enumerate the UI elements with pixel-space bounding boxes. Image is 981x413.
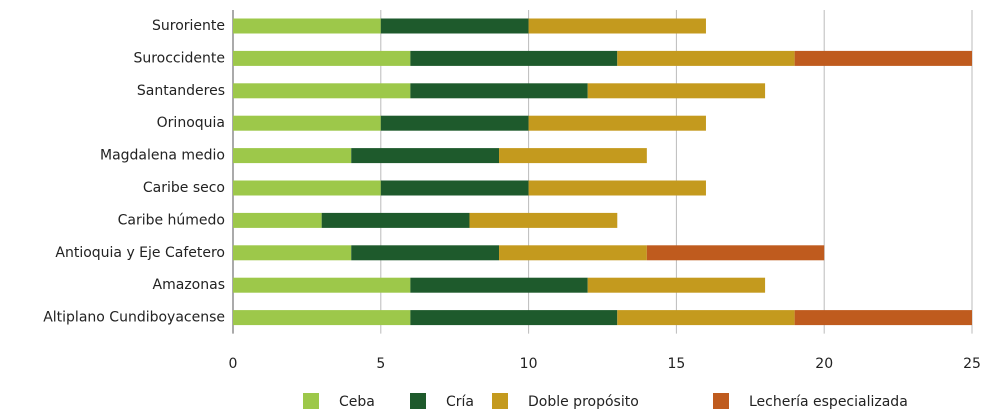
y-tick-label: Antioquia y Eje Cafetero (55, 245, 225, 261)
bar-segment (794, 310, 972, 326)
bar-segment (617, 50, 795, 66)
x-tick-label: 20 (815, 356, 833, 372)
bar-segment (233, 245, 352, 261)
x-tick-label: 5 (376, 356, 385, 372)
legend-label: Cría (446, 394, 474, 409)
y-tick-label: Caribe húmedo (118, 212, 225, 228)
y-tick-label: Suroriente (152, 18, 225, 34)
bar-segment (410, 277, 588, 293)
y-tick-label: Caribe seco (143, 180, 225, 196)
bar-segment (233, 277, 411, 293)
bar-segment (351, 148, 500, 164)
bar-segment (233, 180, 381, 196)
x-tick-label: 25 (963, 356, 981, 372)
bar-segment (499, 245, 647, 261)
y-tick-label: Altiplano Cundiboyacense (43, 310, 225, 326)
y-tick-label: Amazonas (153, 277, 225, 293)
bar-segment (410, 50, 618, 66)
legend-swatch (303, 393, 319, 409)
bar-segment (410, 310, 618, 326)
y-tick-label: Magdalena medio (100, 148, 225, 164)
bar-segment (410, 83, 588, 99)
bar-segment (233, 50, 411, 66)
legend-swatch (492, 393, 508, 409)
x-tick-label: 15 (667, 356, 685, 372)
bar-segment (380, 18, 529, 34)
legend-swatch (410, 393, 426, 409)
x-tick-label: 10 (520, 356, 538, 372)
bar-segment (233, 310, 411, 326)
bar-segment (587, 83, 766, 99)
legend-label: Doble propósito (528, 394, 639, 409)
bar-segment (380, 180, 529, 196)
bar-segment (233, 212, 322, 228)
bar-segment (233, 115, 381, 131)
legend-label: Lechería especializada (749, 394, 908, 409)
bar-segment (499, 148, 647, 164)
x-tick-label: 0 (229, 356, 238, 372)
bar-segment (233, 83, 411, 99)
bar-segment (528, 18, 706, 34)
bar-segment (794, 50, 972, 66)
legend-swatch (713, 393, 729, 409)
bar-segment (233, 148, 352, 164)
bar-segment (469, 212, 618, 228)
bar-segment (617, 310, 795, 326)
bar-segment (321, 212, 470, 228)
y-tick-label: Santanderes (137, 83, 225, 99)
bar-segment (528, 115, 706, 131)
bar-segment (587, 277, 766, 293)
y-tick-label: Orinoquia (157, 115, 225, 131)
bar-segment (646, 245, 825, 261)
bar-segment (380, 115, 529, 131)
y-tick-label: Suroccidente (133, 50, 225, 66)
bar-segment (233, 18, 381, 34)
bar-segment (528, 180, 706, 196)
bar-segment (351, 245, 500, 261)
legend-label: Ceba (339, 394, 375, 409)
